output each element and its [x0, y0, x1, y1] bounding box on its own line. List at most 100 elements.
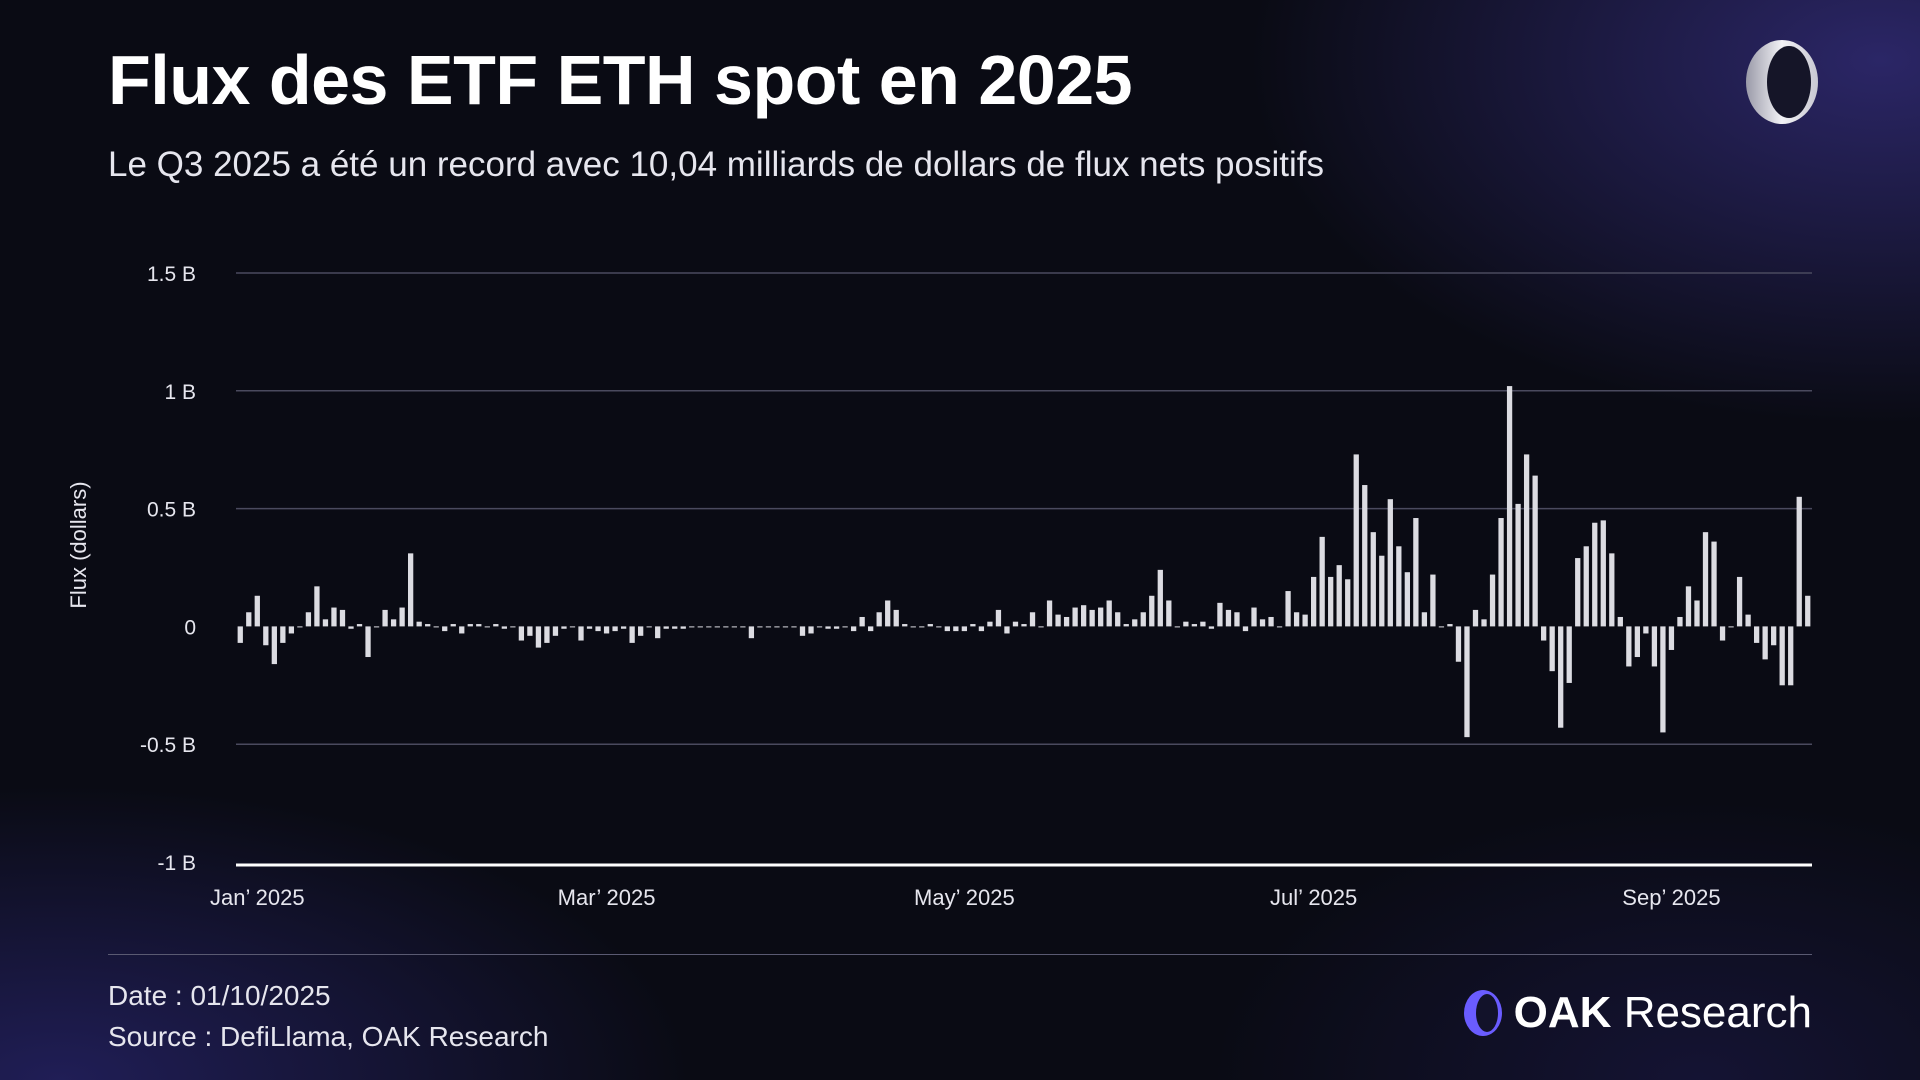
bar: [697, 626, 703, 628]
grid-lines: [236, 272, 1812, 745]
bar: [263, 626, 269, 646]
y-tick-label: 1.5 B: [147, 263, 196, 286]
bar: [740, 626, 746, 628]
bar: [1609, 553, 1615, 627]
bar: [893, 609, 899, 627]
bar: [919, 626, 925, 628]
bar: [1583, 546, 1589, 627]
x-tick-label: Mar’ 2025: [558, 885, 656, 910]
bar: [254, 595, 260, 627]
bar: [1575, 558, 1581, 627]
bar: [1268, 616, 1274, 627]
bar: [1302, 614, 1308, 627]
bar: [1362, 485, 1368, 627]
bar: [672, 626, 678, 629]
bar: [1515, 503, 1521, 627]
brand-name-light: Research: [1623, 988, 1812, 1037]
bar: [1736, 576, 1743, 627]
bar: [288, 626, 295, 634]
bar: [1643, 626, 1649, 634]
bar: [1668, 626, 1675, 650]
bar: [271, 626, 277, 665]
bar: [373, 626, 380, 628]
bar: [646, 626, 652, 628]
bar: [1200, 621, 1206, 627]
bar: [305, 612, 312, 627]
bar: [1626, 626, 1632, 667]
bar: [280, 626, 286, 643]
bar: [638, 626, 644, 636]
bar: [1592, 522, 1598, 627]
bar: [1029, 612, 1036, 627]
bar: [1702, 532, 1709, 627]
bar: [501, 626, 507, 629]
bar: [1779, 626, 1785, 686]
bar: [518, 626, 525, 641]
bar: [1063, 616, 1070, 627]
bar: [510, 626, 516, 628]
bar: [1259, 619, 1266, 627]
bar: [425, 624, 431, 627]
bar: [1328, 576, 1334, 627]
bar: [1379, 555, 1385, 627]
bar: [782, 626, 789, 628]
bar: [569, 626, 576, 628]
bar: [1566, 626, 1572, 683]
bar: [331, 607, 337, 627]
bar: [885, 600, 891, 627]
bar: [876, 612, 882, 627]
bar: [1745, 614, 1751, 627]
bar: [1788, 626, 1794, 686]
bar: [1276, 626, 1283, 628]
brand-logo: OAK Research: [1462, 988, 1812, 1038]
bar: [484, 626, 490, 628]
bar: [1319, 536, 1325, 627]
y-axis-ticks: 1.5 B 1 B 0.5 B 0 -0.5 B -1 B: [140, 263, 196, 875]
bar: [1481, 619, 1487, 627]
bar: [629, 626, 635, 643]
bar: [1464, 626, 1470, 738]
bar: [953, 626, 959, 632]
y-tick-label: 0.5 B: [147, 499, 196, 522]
bar: [1021, 624, 1027, 627]
bar: [467, 624, 473, 627]
bar: [1080, 605, 1087, 627]
y-tick-label: -0.5 B: [140, 734, 196, 757]
bar: [1098, 607, 1104, 627]
bar: [748, 626, 755, 639]
x-tick-label: Sep’ 2025: [1622, 885, 1720, 910]
bar: [1694, 600, 1700, 627]
bar: [1149, 595, 1155, 627]
bar: [1805, 595, 1811, 627]
bar: [1506, 386, 1513, 627]
x-tick-label: Jan’ 2025: [210, 885, 305, 910]
bar: [442, 626, 448, 632]
bar: [399, 607, 405, 627]
bar: [1413, 518, 1419, 627]
bar: [1489, 574, 1496, 627]
bar: [1370, 532, 1376, 627]
bar: [1685, 586, 1692, 627]
bar: [1558, 626, 1564, 728]
bar: [297, 626, 303, 628]
bar: [706, 626, 712, 628]
bar: [348, 626, 354, 629]
bar: [1541, 626, 1547, 641]
bar: [1285, 591, 1291, 627]
bar: [987, 621, 993, 627]
bar: [1719, 626, 1726, 641]
bar: [1771, 626, 1777, 646]
bar: [1523, 454, 1530, 627]
bar: [1106, 600, 1112, 627]
bar: [1234, 612, 1240, 627]
bar: [1183, 621, 1189, 627]
bar: [936, 626, 942, 628]
bar: [1038, 626, 1044, 628]
bar: [1293, 612, 1300, 627]
bar: [1217, 602, 1223, 627]
bar: [1651, 626, 1658, 667]
bar: [1157, 569, 1163, 627]
bar: [459, 626, 465, 634]
x-tick-label: May’ 2025: [914, 885, 1015, 910]
chart-subtitle: Le Q3 2025 a été un record avec 10,04 mi…: [108, 145, 1324, 184]
